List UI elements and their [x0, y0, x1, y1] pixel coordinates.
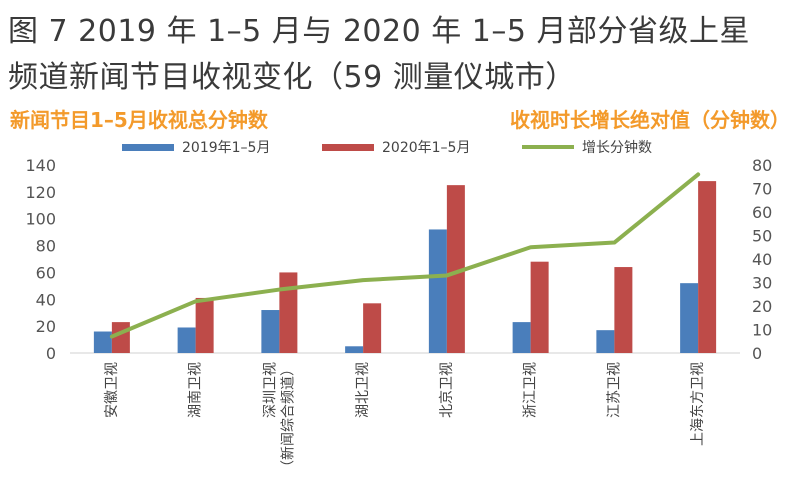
y-tick-label: 120: [25, 183, 56, 202]
y2-tick-label: 0: [752, 344, 762, 363]
bar-2019: [680, 283, 699, 353]
bar-2019: [93, 331, 112, 353]
legend-2020-swatch: [322, 144, 374, 151]
left-axis-title: 新闻节目1–5月收视总分钟数: [10, 108, 268, 132]
bar-2019: [177, 327, 196, 353]
bar-2019: [596, 330, 615, 353]
x-tick-label: 浙江卫视: [523, 362, 539, 418]
x-tick-label: （新闻综合频道）: [280, 362, 296, 474]
legend-growth-label: 增长分钟数: [582, 139, 652, 156]
y2-tick-label: 70: [752, 180, 772, 199]
bar-2020: [614, 267, 633, 353]
y-tick-label: 60: [36, 263, 56, 282]
bar-2019: [345, 346, 364, 353]
y-tick-label: 80: [36, 237, 56, 256]
legend-2020-label: 2020年1–5月: [382, 140, 470, 156]
x-tick-label: 北京卫视: [439, 362, 455, 418]
legend-2019-swatch: [122, 144, 174, 151]
chart-title-line1: 图 7 2019 年 1–5 月与 2020 年 1–5 月部分省级上星: [8, 14, 750, 49]
x-tick-label: 安徽卫视: [104, 362, 120, 418]
y-tick-label: 0: [46, 344, 56, 363]
bar-2019: [261, 310, 280, 353]
x-tick-label: 深圳卫视: [262, 362, 278, 418]
y2-tick-label: 60: [752, 203, 772, 222]
bar-2019: [428, 229, 447, 353]
bar-2020: [279, 272, 298, 353]
bar-2020: [446, 185, 465, 353]
y2-tick-label: 80: [752, 156, 772, 175]
y-tick-label: 140: [25, 156, 56, 175]
y2-tick-label: 20: [752, 297, 772, 316]
y-tick-label: 20: [36, 317, 56, 336]
bar-2020: [530, 261, 549, 353]
y2-tick-label: 10: [752, 321, 772, 340]
y2-tick-label: 30: [752, 274, 772, 293]
x-tick-label: 湖南卫视: [188, 362, 204, 418]
legend-2019-label: 2019年1–5月: [182, 140, 270, 156]
bar-2020: [363, 303, 382, 353]
y-tick-label: 40: [36, 290, 56, 309]
x-tick-label: 上海东方卫视: [690, 362, 706, 446]
bar-2020: [698, 181, 717, 353]
bar-2019: [512, 322, 531, 353]
x-tick-label: 湖北卫视: [355, 362, 371, 418]
y2-tick-label: 40: [752, 250, 772, 269]
y-tick-label: 100: [25, 210, 56, 229]
x-tick-label: 江苏卫视: [606, 362, 622, 418]
right-axis-title: 收视时长增长绝对值（分钟数）: [510, 108, 790, 132]
chart-title-line2: 频道新闻节目收视变化（59 测量仪城市）: [8, 60, 576, 95]
bar-2020: [195, 297, 214, 353]
y2-tick-label: 50: [752, 227, 772, 246]
growth-line: [109, 172, 701, 339]
